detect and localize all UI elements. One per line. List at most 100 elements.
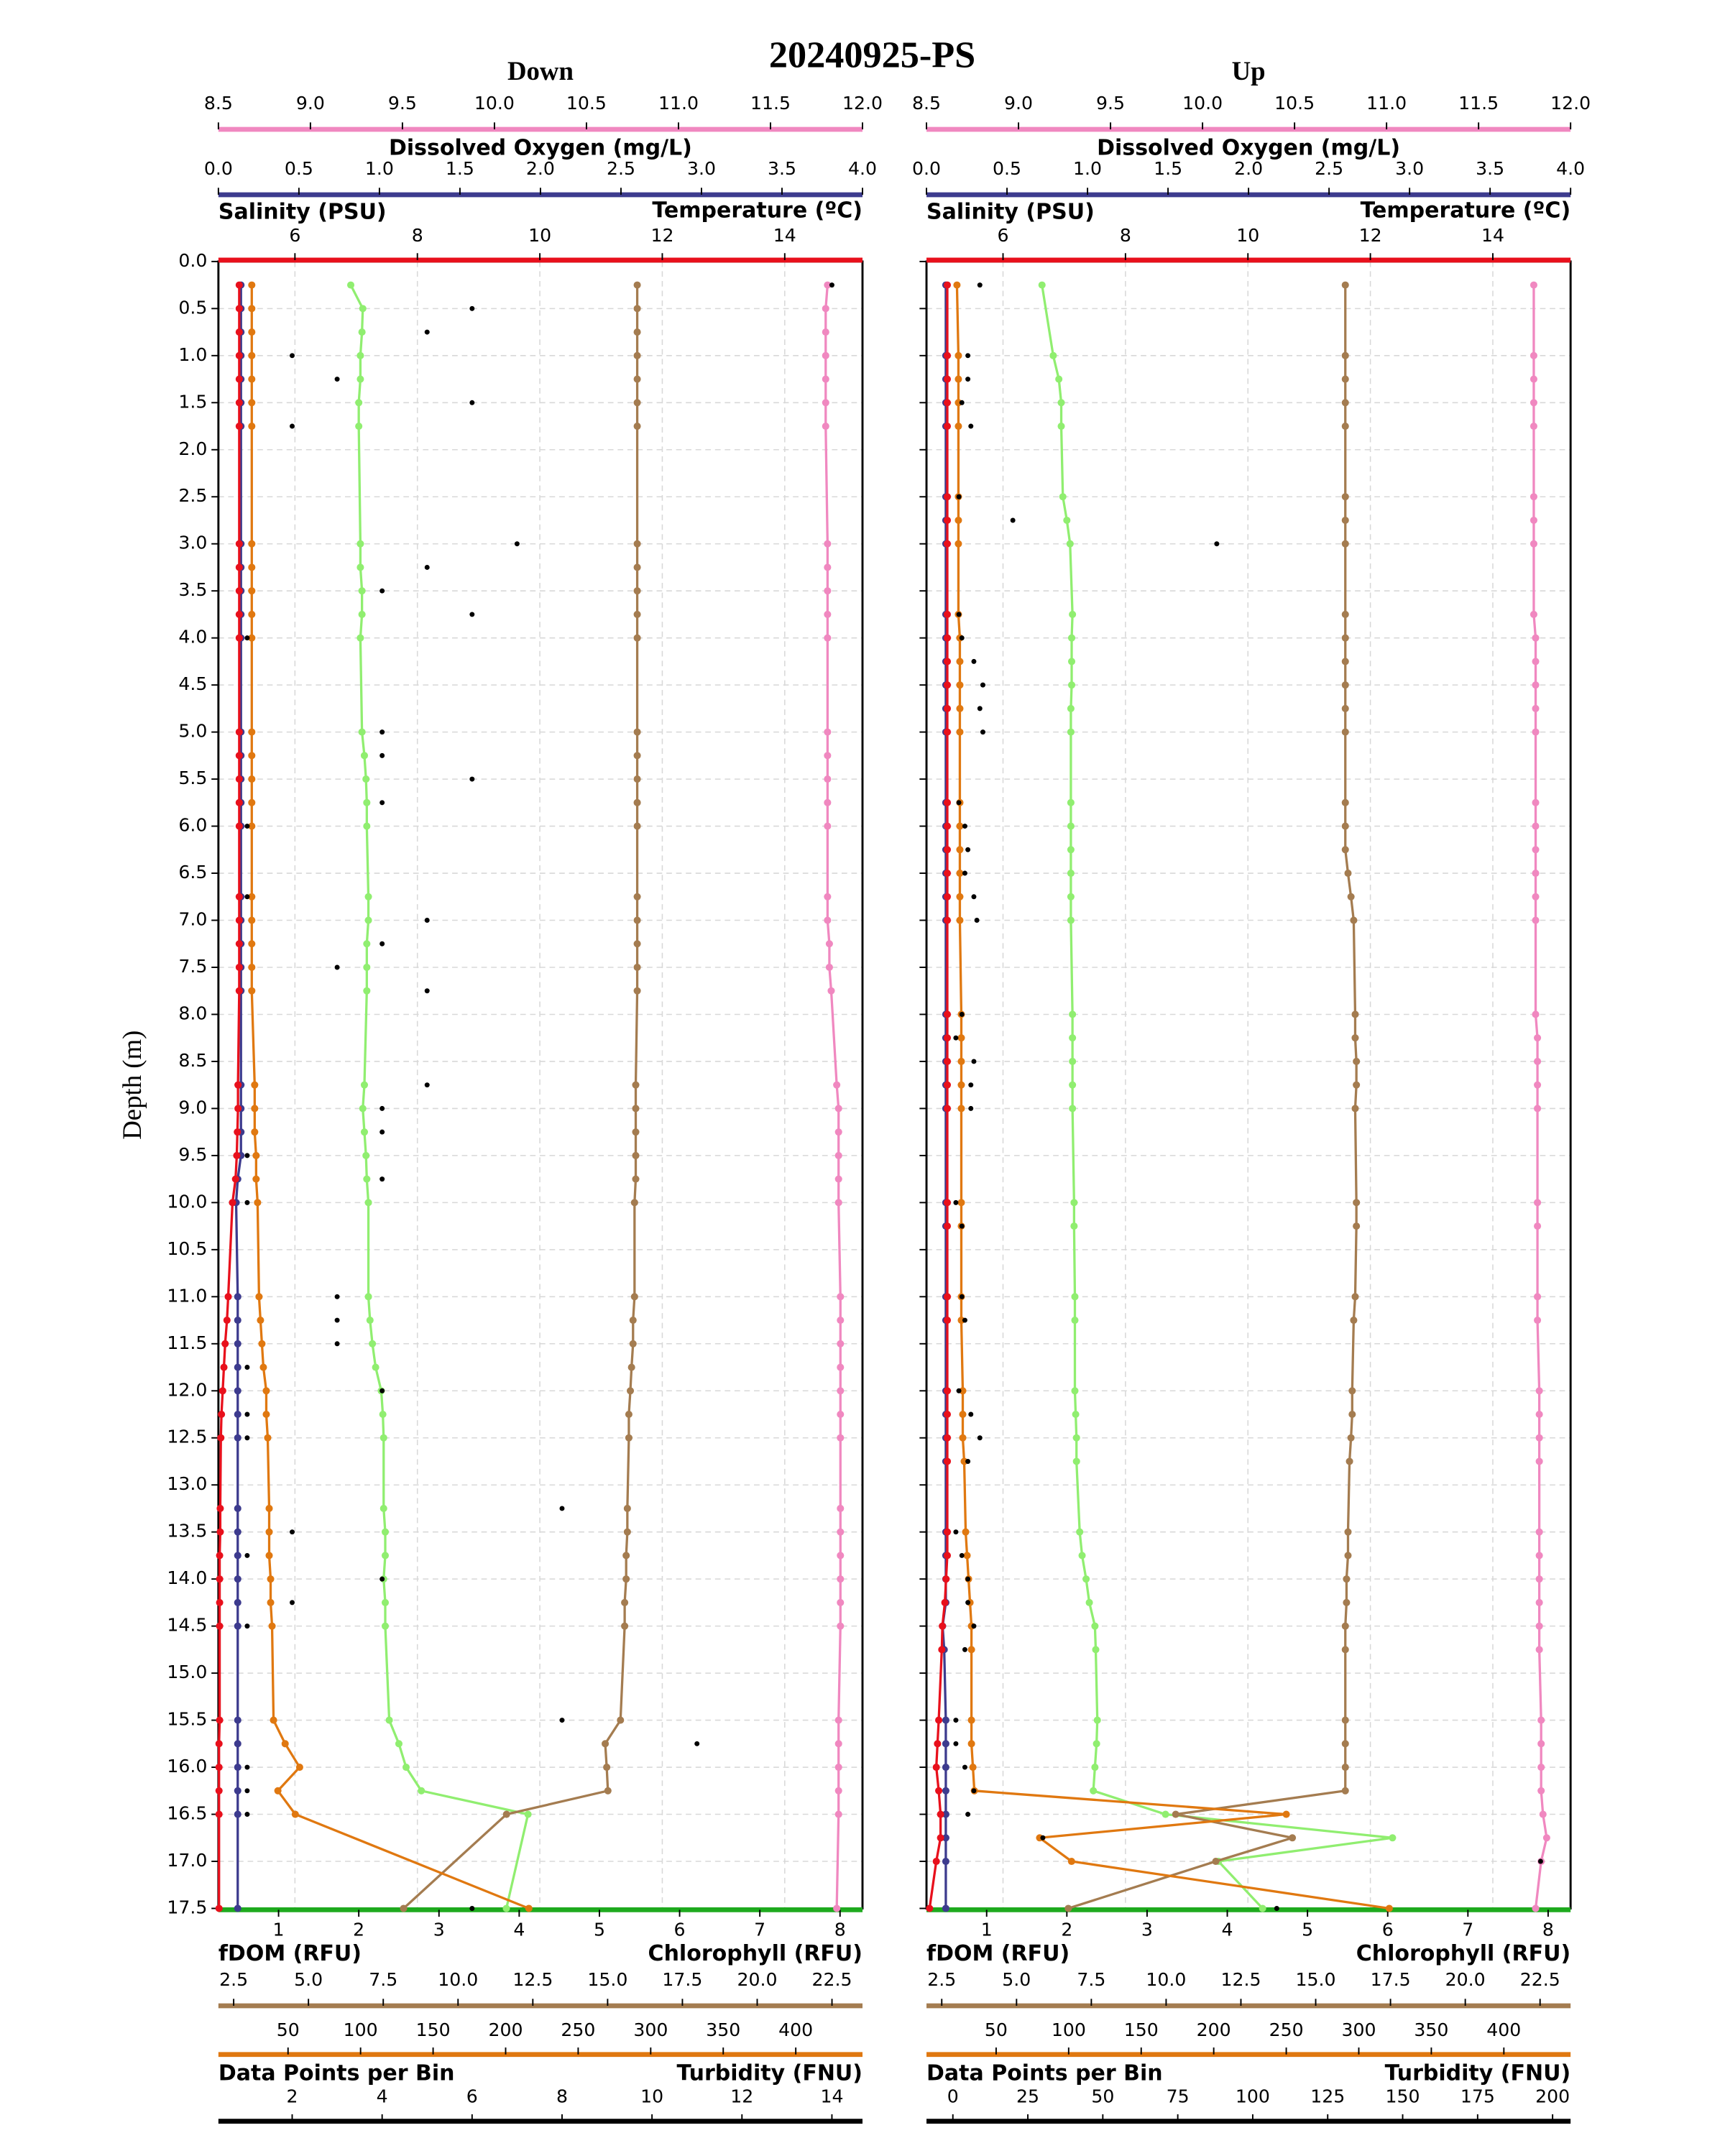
data-point xyxy=(833,1081,841,1089)
data-point xyxy=(959,1223,965,1229)
data-point xyxy=(235,375,243,383)
data-point xyxy=(381,1528,390,1536)
x-tick-label: 20.0 xyxy=(737,1969,777,1990)
data-point xyxy=(380,1388,385,1393)
data-point xyxy=(372,1363,380,1371)
x-tick-label: 2.5 xyxy=(607,158,635,179)
data-point xyxy=(943,1434,952,1442)
data-point xyxy=(234,1410,242,1419)
data-point xyxy=(469,1906,475,1911)
data-point xyxy=(1532,634,1540,642)
x-tick-label: 0 xyxy=(947,2086,959,2107)
data-point xyxy=(1348,1410,1356,1419)
data-point xyxy=(233,1151,241,1159)
y-tick-label: 16.0 xyxy=(167,1756,207,1777)
data-point xyxy=(942,1857,949,1866)
data-point xyxy=(514,541,520,547)
data-point xyxy=(1085,1598,1093,1606)
data-point xyxy=(216,1504,224,1512)
data-point xyxy=(380,1176,385,1182)
data-point xyxy=(837,1340,845,1348)
data-point xyxy=(956,916,964,924)
data-point xyxy=(244,1812,250,1818)
x-tick-label: 2.0 xyxy=(526,158,555,179)
x-tick-label: 7.5 xyxy=(1077,1969,1105,1990)
y-tick-label: 3.5 xyxy=(178,579,207,600)
data-point xyxy=(234,1552,242,1560)
data-point xyxy=(380,1576,385,1582)
data-point xyxy=(943,516,952,525)
data-point xyxy=(290,1529,295,1535)
y-tick-label: 11.0 xyxy=(167,1285,207,1306)
data-point xyxy=(265,1552,273,1560)
y-tick-label: 5.0 xyxy=(178,721,207,742)
data-point xyxy=(229,1199,236,1207)
data-point xyxy=(822,328,829,336)
data-point xyxy=(235,305,243,313)
data-point xyxy=(837,1575,845,1583)
data-point xyxy=(1535,1646,1543,1654)
data-point xyxy=(1535,1457,1543,1465)
data-point xyxy=(623,1504,631,1512)
data-point xyxy=(1532,822,1540,830)
data-point xyxy=(215,1740,223,1748)
x-tick-label: 400 xyxy=(778,2019,813,2040)
x-tick-label: 8.5 xyxy=(912,93,941,114)
data-point xyxy=(380,800,385,806)
data-point xyxy=(633,351,641,359)
data-point xyxy=(943,822,952,830)
data-point xyxy=(943,423,952,430)
data-point xyxy=(248,752,256,760)
data-point xyxy=(633,634,641,642)
data-point xyxy=(262,1387,270,1395)
x-tick-label: 1 xyxy=(273,1919,285,1940)
data-point xyxy=(965,353,971,359)
data-point xyxy=(559,1718,565,1723)
data-point xyxy=(932,1764,940,1772)
data-point xyxy=(829,282,834,288)
data-point xyxy=(971,1059,977,1064)
data-point xyxy=(824,728,832,736)
data-point xyxy=(630,1199,638,1207)
x-tick-label: 9.0 xyxy=(296,93,325,114)
data-point xyxy=(216,1552,224,1560)
data-point xyxy=(502,1904,510,1912)
data-point xyxy=(290,423,295,429)
data-point xyxy=(954,540,962,548)
axis-label: Dissolved Oxygen (mg/L) xyxy=(389,136,692,161)
data-point xyxy=(1534,1081,1542,1089)
x-tick-label: 1.5 xyxy=(1154,158,1182,179)
data-point xyxy=(956,893,964,900)
data-point xyxy=(424,918,430,923)
y-tick-label: 5.5 xyxy=(178,768,207,788)
data-point xyxy=(824,610,832,618)
data-point xyxy=(962,1764,967,1770)
x-tick-label: 1 xyxy=(981,1919,993,1940)
data-point xyxy=(215,1810,223,1818)
data-point xyxy=(1063,516,1071,525)
data-point xyxy=(633,281,641,289)
data-point xyxy=(248,399,256,407)
x-tick-label: 4.0 xyxy=(848,158,877,179)
data-point xyxy=(942,1787,949,1795)
data-point xyxy=(959,400,965,405)
data-point xyxy=(1259,1904,1266,1912)
data-point xyxy=(956,681,964,689)
data-point xyxy=(932,1857,940,1866)
data-point xyxy=(959,1011,965,1017)
y-tick-label: 17.5 xyxy=(167,1897,207,1917)
data-point xyxy=(943,1387,952,1395)
x-tick-label: 8 xyxy=(556,2086,568,2107)
data-point xyxy=(1067,704,1075,712)
data-point xyxy=(400,1904,408,1912)
data-point xyxy=(633,822,641,830)
data-point xyxy=(834,1128,842,1136)
data-point xyxy=(621,1598,629,1606)
x-tick-label: 400 xyxy=(1486,2019,1521,2040)
data-point xyxy=(626,1387,635,1395)
data-point xyxy=(235,728,243,736)
data-point xyxy=(235,916,243,924)
data-point xyxy=(834,1787,842,1795)
x-tick-label: 200 xyxy=(488,2019,523,2040)
data-point xyxy=(965,1600,971,1606)
